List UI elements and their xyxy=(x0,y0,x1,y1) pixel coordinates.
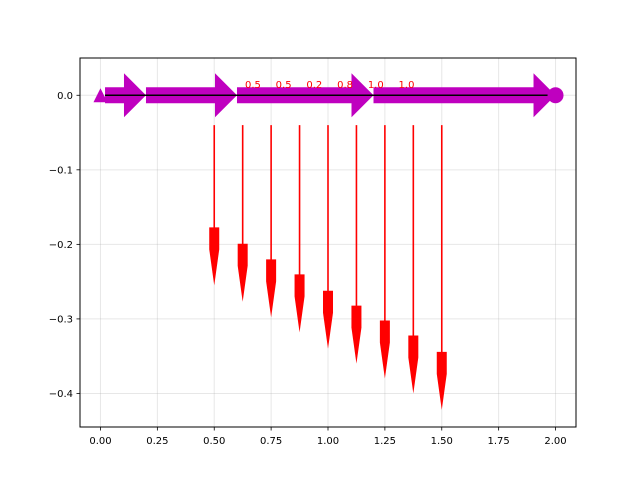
y-tick-label: −0.3 xyxy=(49,314,73,325)
x-axis: 0.00 0.25 0.50 0.75 1.00 1.25 1.50 1.75 2.00 xyxy=(89,427,567,447)
x-tick-label: 0.50 xyxy=(203,436,225,447)
x-tick-label: 0.25 xyxy=(146,436,168,447)
x-tick-label: 1.25 xyxy=(374,436,396,447)
y-tick-label: −0.4 xyxy=(49,389,73,400)
y-tick-label: 0.0 xyxy=(57,91,73,102)
value-label: 0.8 xyxy=(337,80,353,91)
y-tick-label: −0.2 xyxy=(49,240,73,251)
point-load-arrowhead xyxy=(237,243,248,302)
y-axis: 0.0 −0.1 −0.2 −0.3 −0.4 xyxy=(49,91,80,400)
point-load-arrowhead xyxy=(209,227,220,286)
point-load-arrowhead xyxy=(323,290,333,349)
x-tick-label: 0.00 xyxy=(89,436,111,447)
pin-support-icon xyxy=(93,88,108,103)
point-load-arrowhead xyxy=(408,335,419,394)
y-tick-label: −0.1 xyxy=(49,165,73,176)
value-label: 1.0 xyxy=(368,80,384,91)
x-tick-label: 0.75 xyxy=(260,436,282,447)
x-tick-label: 2.00 xyxy=(544,436,566,447)
value-label: 0.2 xyxy=(306,80,322,91)
value-label: 0.5 xyxy=(276,80,292,91)
support-layer xyxy=(93,87,564,104)
x-tick-label: 1.50 xyxy=(431,436,453,447)
point-load-arrowhead xyxy=(294,274,305,333)
point-load-arrowhead xyxy=(436,351,447,410)
value-label-layer: 0.5 0.5 0.2 0.8 1.0 1.0 xyxy=(245,80,414,91)
value-label: 0.5 xyxy=(245,80,261,91)
x-tick-label: 1.00 xyxy=(317,436,339,447)
point-load-layer xyxy=(209,125,447,410)
roller-support-icon xyxy=(547,87,564,104)
point-load-arrowhead xyxy=(379,320,390,379)
x-tick-label: 1.75 xyxy=(488,436,510,447)
value-label: 1.0 xyxy=(399,80,415,91)
point-load-arrowhead xyxy=(266,259,277,318)
point-load-arrowhead xyxy=(351,305,362,364)
